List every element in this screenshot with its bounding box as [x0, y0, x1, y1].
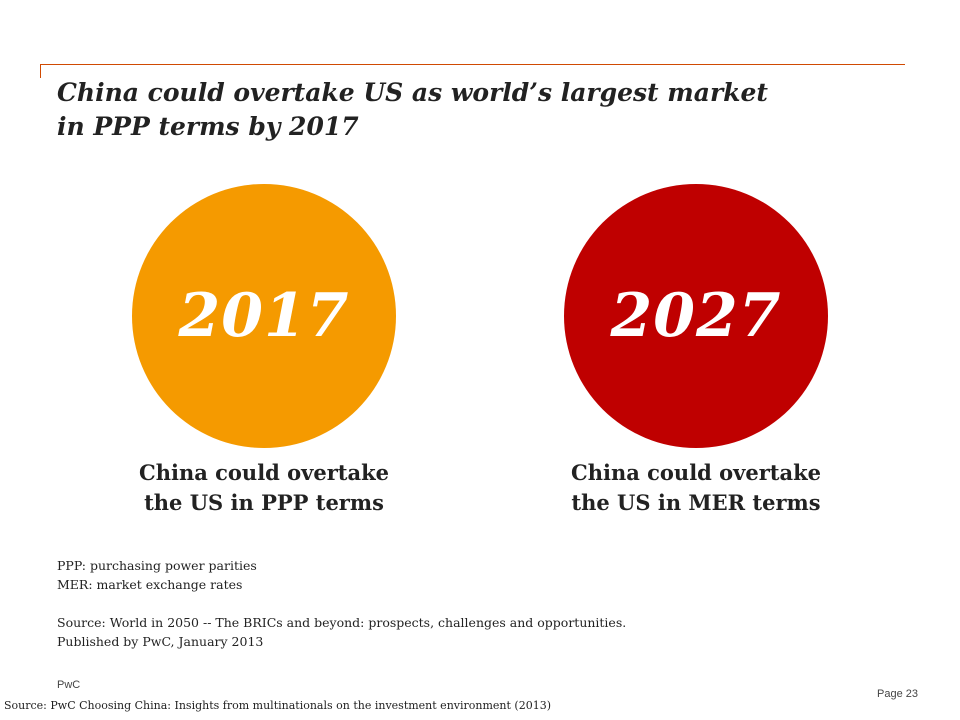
circle-2017: 2017: [132, 184, 396, 448]
footer-source: Source: PwC Choosing China: Insights fro…: [4, 699, 551, 712]
caption-mer: China could overtake the US in MER terms: [526, 458, 866, 518]
top-rule-tick: [40, 64, 41, 78]
notes-spacer: [57, 594, 817, 613]
note-source-line-1: Source: World in 2050 -- The BRICs and b…: [57, 615, 627, 630]
note-mer: MER: market exchange rates: [57, 577, 243, 592]
title-line-2: in PPP terms by 2017: [57, 112, 359, 141]
page-number: Page 23: [877, 688, 918, 700]
caption-ppp-line-1: China could overtake: [138, 460, 390, 485]
top-rule: [40, 64, 905, 65]
slide-title: China could overtake US as world’s large…: [57, 76, 927, 144]
circle-2027: 2027: [564, 184, 828, 448]
caption-ppp-line-2: the US in PPP terms: [144, 490, 384, 515]
caption-mer-line-1: China could overtake: [570, 460, 822, 485]
caption-mer-line-2: the US in MER terms: [571, 490, 821, 515]
note-ppp: PPP: purchasing power parities: [57, 558, 257, 573]
footer-brand: PwC: [57, 679, 81, 691]
note-source-line-2: Published by PwC, January 2013: [57, 634, 264, 649]
notes-block: PPP: purchasing power parities MER: mark…: [57, 556, 817, 651]
year-label-2027: 2027: [610, 281, 782, 351]
title-line-1: China could overtake US as world’s large…: [57, 78, 768, 107]
year-label-2017: 2017: [178, 281, 350, 351]
caption-ppp: China could overtake the US in PPP terms: [94, 458, 434, 518]
